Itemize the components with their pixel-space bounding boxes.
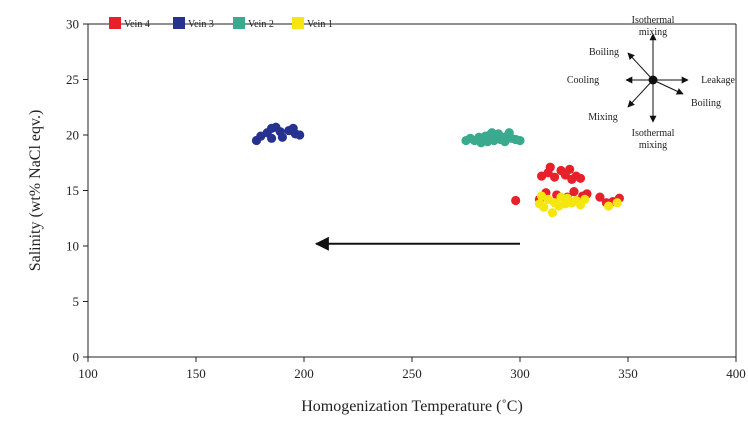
data-point (580, 194, 590, 204)
inset-arrow (652, 79, 684, 95)
data-point (612, 198, 622, 208)
x-tick-label: 250 (402, 366, 422, 381)
inset-label: Boiling (589, 47, 619, 58)
y-tick-label: 25 (66, 72, 79, 87)
data-points (251, 122, 624, 218)
legend: Vein 4 Vein 3 Vein 2 Vein 1 (109, 17, 333, 30)
x-tick-label: 400 (726, 366, 746, 381)
y-tick-label: 5 (73, 294, 80, 309)
data-point (539, 202, 549, 212)
data-point (476, 138, 486, 148)
inset-arrow (627, 79, 654, 108)
inset-label: Leakage (701, 75, 735, 86)
data-point (545, 162, 555, 172)
legend-label: Vein 4 (124, 19, 150, 30)
inset-label: Mixing (588, 112, 617, 123)
inset-label: Isothermal (632, 128, 675, 139)
legend-swatch (233, 17, 245, 29)
inset-label: Cooling (567, 75, 599, 86)
x-tick-label: 200 (294, 366, 314, 381)
y-tick-label: 15 (66, 183, 79, 198)
y-tick-label: 10 (66, 239, 79, 254)
y-tick-label: 20 (66, 128, 79, 143)
x-axis-ticks: 100 150 200 250 300 350 400 (78, 357, 746, 381)
legend-label: Vein 3 (188, 19, 214, 30)
y-axis-ticks: 0 5 10 15 20 25 30 (66, 17, 88, 365)
data-point (603, 201, 614, 211)
data-point (267, 133, 277, 143)
x-tick-label: 350 (618, 366, 638, 381)
x-tick-label: 100 (78, 366, 98, 381)
inset-arrow (627, 52, 654, 81)
data-point (515, 135, 525, 146)
y-tick-label: 30 (66, 17, 79, 32)
data-point (547, 208, 558, 218)
data-point (487, 128, 497, 138)
inset-label: mixing (639, 27, 667, 38)
data-point (575, 173, 586, 183)
legend-label: Vein 1 (307, 19, 333, 30)
data-point (511, 195, 521, 206)
data-point (565, 164, 575, 175)
legend-swatch (109, 17, 121, 29)
inset-label: Isothermal (632, 15, 675, 26)
data-point (277, 132, 287, 142)
inset-label: Boiling (691, 98, 721, 109)
y-tick-label: 0 (73, 350, 80, 365)
data-point (595, 192, 605, 202)
y-axis-label: Salinity (wt% NaCl eqv.) (27, 110, 44, 272)
x-tick-label: 300 (510, 366, 530, 381)
data-point (569, 187, 579, 197)
data-point (295, 130, 305, 140)
legend-label: Vein 2 (248, 19, 274, 30)
inset-label: mixing (639, 140, 667, 151)
x-tick-label: 150 (186, 366, 206, 381)
x-axis-label: Homogenization Temperature (˚C) (301, 398, 523, 415)
legend-swatch (173, 17, 185, 29)
legend-swatch (292, 17, 304, 29)
data-point (549, 172, 560, 182)
